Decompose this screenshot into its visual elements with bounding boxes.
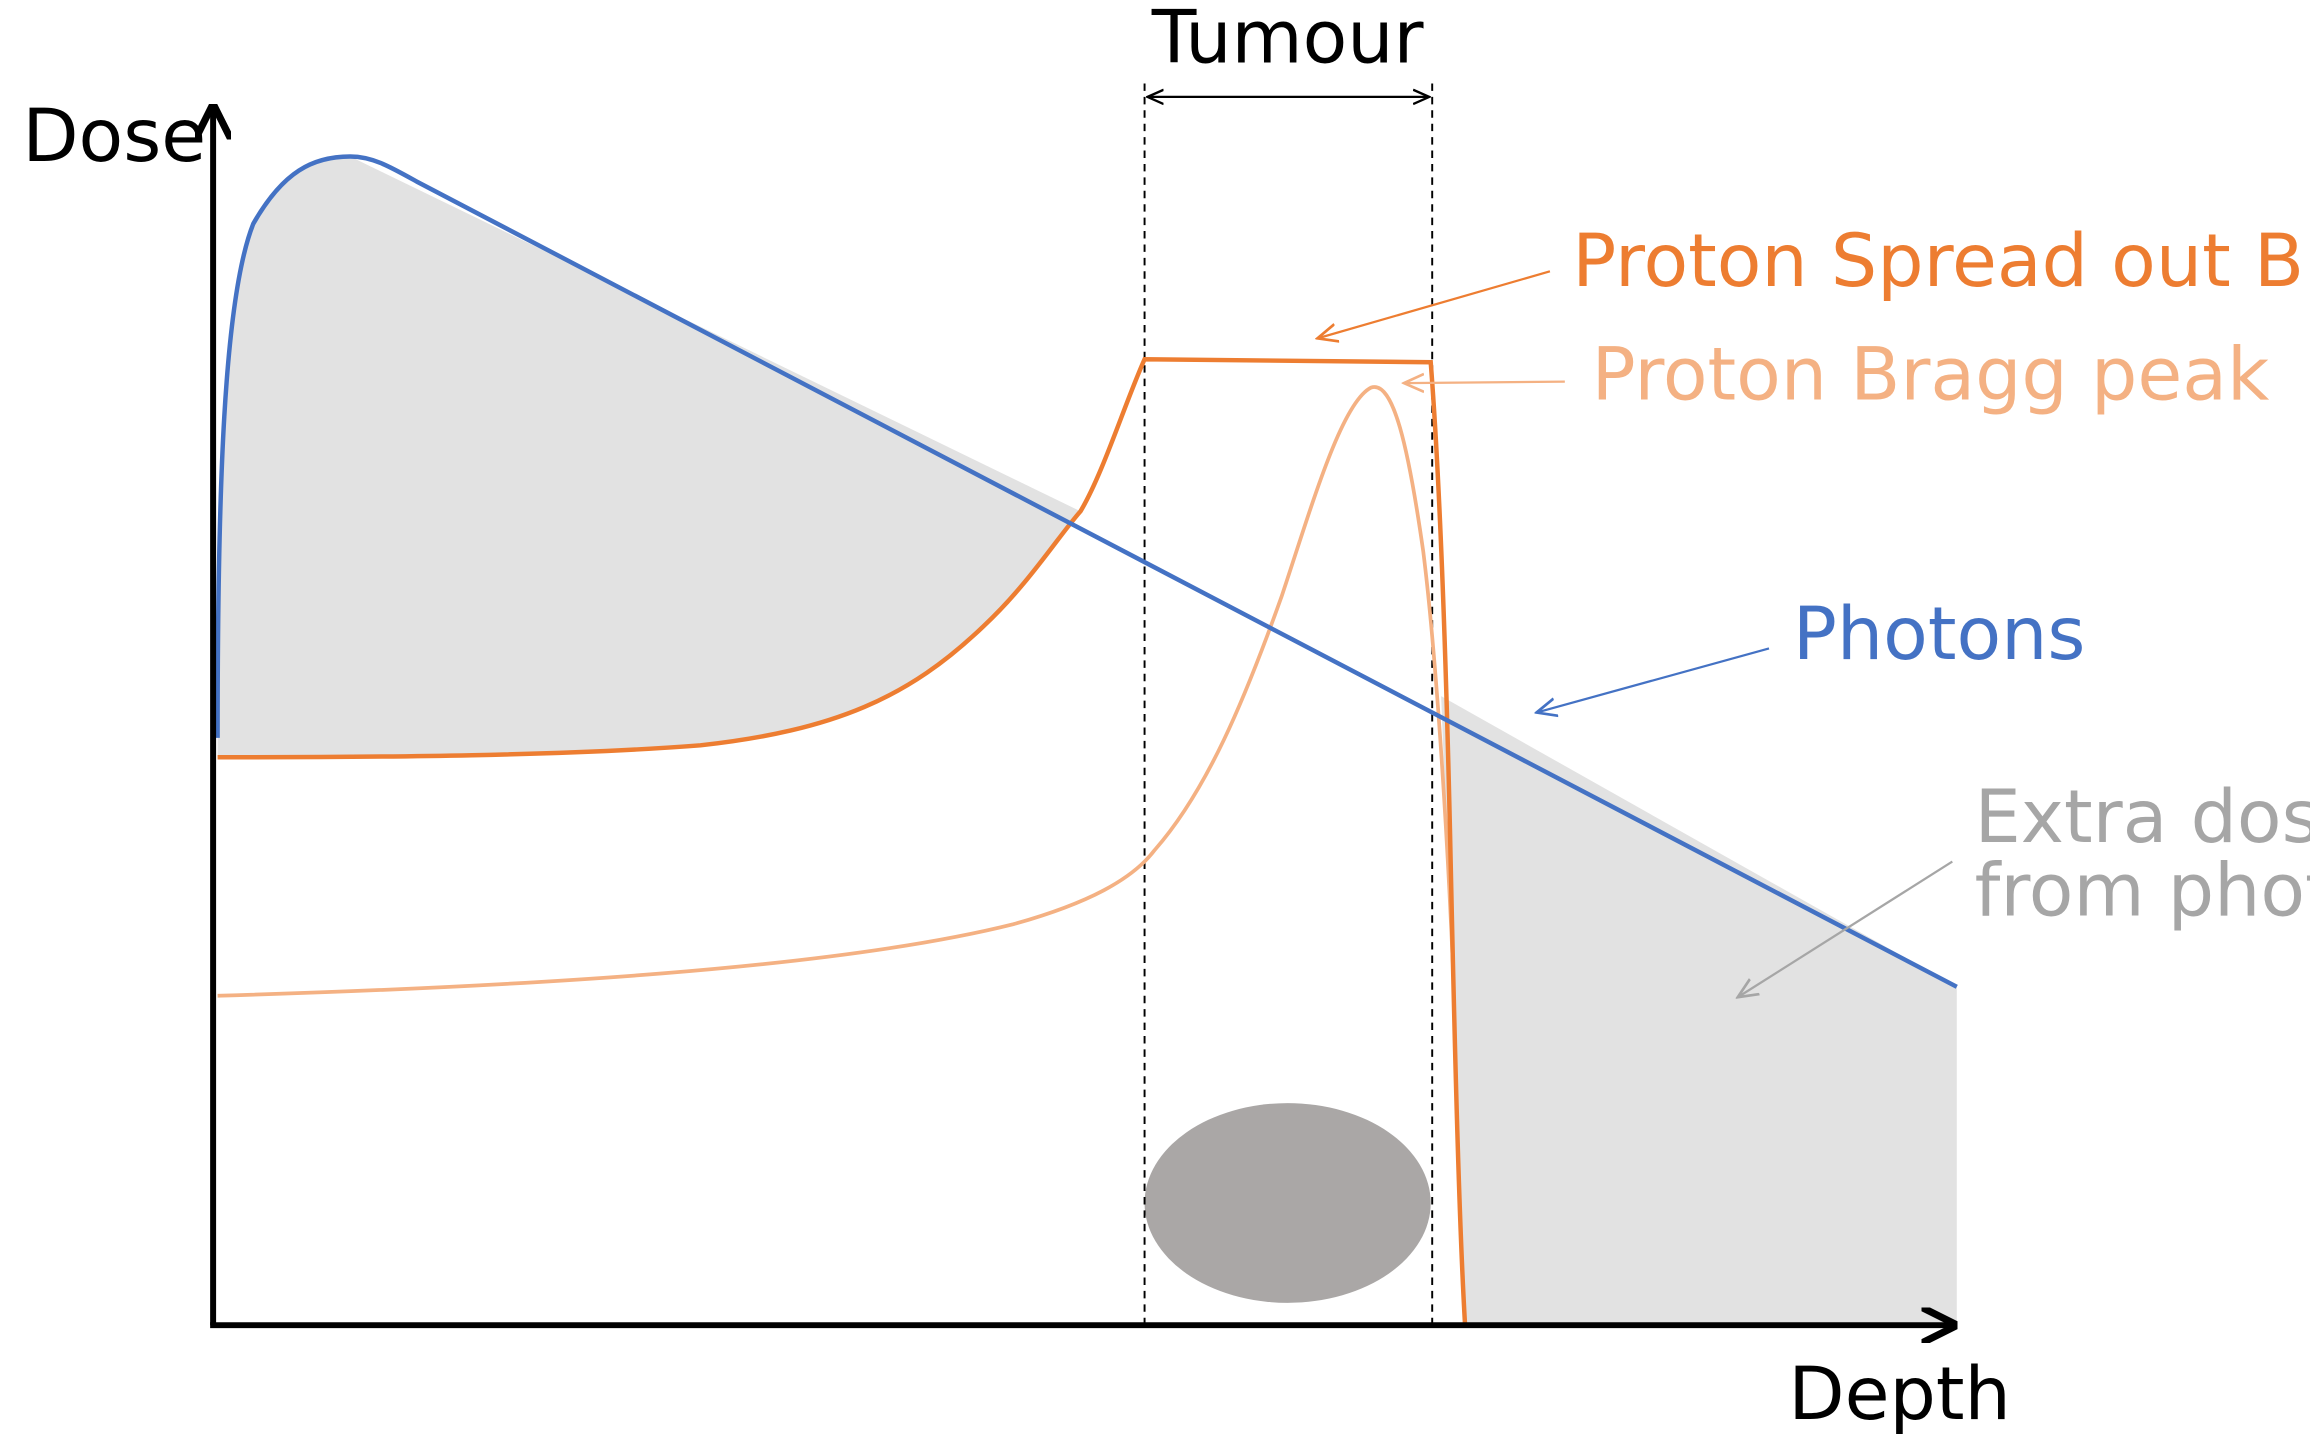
extra-dose-shading-distal bbox=[1441, 696, 1957, 1324]
photons-curve bbox=[215, 154, 1958, 989]
bragg-peak-label: Proton Bragg peak bbox=[1592, 332, 2270, 417]
bragg-callout-arrow bbox=[1404, 382, 1565, 383]
bragg-peak-curve bbox=[217, 385, 1455, 998]
extra-dose-label-line2: from photons bbox=[1975, 848, 2310, 933]
sobp-callout-arrow bbox=[1317, 270, 1551, 338]
sobp-label: Proton Spread out Bragg peak bbox=[1572, 219, 2310, 304]
y-axis-label: Dose bbox=[22, 94, 206, 179]
photons-callout-arrow bbox=[1537, 647, 1770, 712]
sobp-curve bbox=[217, 356, 1468, 1324]
tumour-label: Tumour bbox=[1151, 0, 1425, 81]
extra-dose-shading-proximal bbox=[217, 156, 1081, 758]
photons-label: Photons bbox=[1793, 592, 2086, 677]
x-axis-label: Depth bbox=[1788, 1352, 2010, 1437]
tumour-ellipse-icon bbox=[1144, 1103, 1431, 1303]
extra-dose-callout-arrow bbox=[1738, 860, 1953, 998]
extra-dose-label-line1: Extra dose bbox=[1975, 775, 2310, 860]
